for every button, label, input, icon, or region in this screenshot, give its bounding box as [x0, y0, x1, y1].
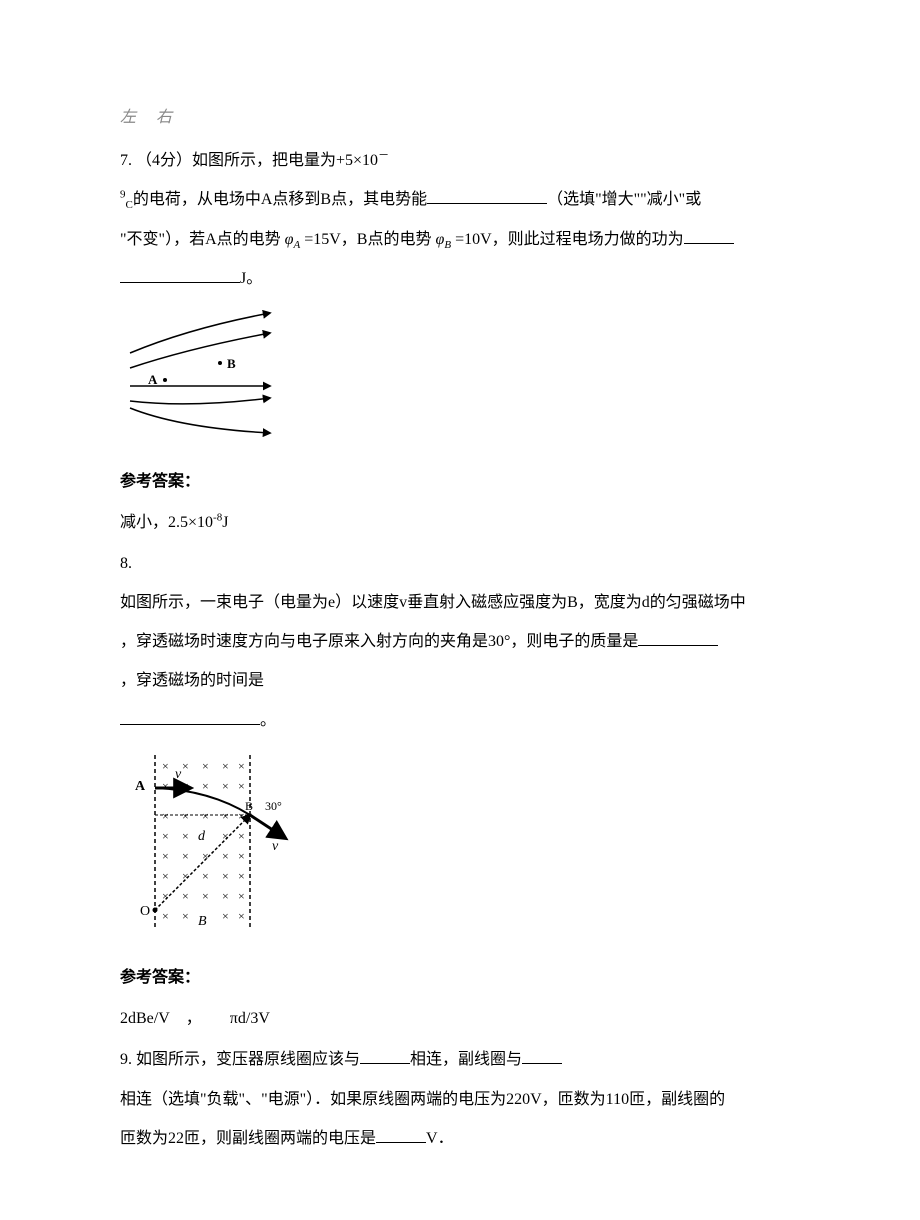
q7-answer: 减小，2.5×10-8J [120, 505, 800, 540]
q7-line2d: （选填"增大""减小"或 [547, 191, 701, 208]
q8-fig-label-o: O [140, 904, 150, 919]
q7-line4txt: J。 [240, 270, 262, 287]
q8-figure: × × × × × × × × × × × × × × × × × × × × × × × × × × × × × × × × × ×… [120, 750, 800, 948]
svg-text:×: × [202, 779, 209, 793]
svg-text:×: × [238, 869, 245, 883]
svg-text:×: × [182, 809, 189, 823]
q7-line2: 9C的电荷，从电场中A点移到B点，其电势能（选填"增大""减小"或 [120, 182, 800, 217]
q9-line3: 匝数为22匝，则副线圈两端的电压是 V． [120, 1121, 800, 1156]
q8-fig-label-v1: v [175, 767, 182, 782]
q7-figure: B A [120, 308, 800, 451]
q8-line3: ，穿透磁场的时间是 [120, 663, 800, 698]
svg-text:×: × [162, 889, 169, 903]
q8-answer2: πd/3V [230, 1010, 270, 1027]
svg-text:×: × [182, 759, 189, 773]
svg-text:×: × [222, 849, 229, 863]
svg-text:×: × [162, 809, 169, 823]
q8-num: 8. [120, 546, 800, 581]
q7-fig-label-b: B [227, 356, 236, 371]
q8-line2-text: ，穿透磁场时速度方向与电子原来入射方向的夹角是30°，则电子的质量是 [120, 633, 638, 650]
q8-fig-label-b2: B [198, 914, 207, 929]
svg-text:×: × [238, 909, 245, 923]
svg-text:×: × [238, 889, 245, 903]
q7-answer-sup: -8 [213, 511, 222, 523]
svg-text:×: × [202, 809, 209, 823]
q7-line3a: "不变"），若A点的电势 [120, 231, 285, 248]
svg-text:×: × [202, 869, 209, 883]
svg-text:×: × [182, 829, 189, 843]
q9-line1a: 9. 如图所示，变压器原线圈应该与 [120, 1051, 360, 1068]
q9-blank1 [360, 1045, 410, 1064]
q7-line2c: 的电荷，从电场中A点移到B点，其电势能 [133, 191, 427, 208]
q8-fig-label-v2: v [272, 839, 279, 854]
q8-fig-label-a: A [135, 779, 146, 794]
svg-text:×: × [238, 829, 245, 843]
svg-text:×: × [222, 759, 229, 773]
svg-text:×: × [202, 759, 209, 773]
q8-fig-label-b: B [245, 799, 253, 813]
svg-text:×: × [222, 869, 229, 883]
q7-answer-unit: J [222, 514, 228, 531]
q9-line3a: 匝数为22匝，则副线圈两端的电压是 [120, 1130, 376, 1147]
q7-num: 7. （4分）如图所示，把电量为+5×10 [120, 152, 378, 169]
svg-text:×: × [182, 849, 189, 863]
q7-phiB: φ [435, 231, 444, 248]
q9-blank2 [522, 1045, 562, 1064]
q7-line2b: C [126, 200, 133, 212]
svg-text:×: × [222, 809, 229, 823]
q7-line3c: =10V，则此过程电场力做的功为 [451, 231, 684, 248]
svg-text:×: × [222, 829, 229, 843]
svg-text:×: × [182, 869, 189, 883]
q7-blank3 [120, 264, 240, 283]
q7-fig-label-a: A [148, 372, 158, 387]
q8-fig-label-angle: 30° [265, 799, 282, 813]
q8-line1: 如图所示，一束电子（电量为e）以速度v垂直射入磁感应强度为B，宽度为d的匀强磁场… [120, 585, 800, 620]
svg-text:×: × [162, 779, 169, 793]
svg-text:×: × [162, 849, 169, 863]
q7-answer-label: 参考答案： [120, 464, 800, 499]
svg-text:×: × [202, 849, 209, 863]
q9-line3b: V． [426, 1130, 454, 1147]
q8-fig-label-d: d [198, 829, 206, 844]
svg-text:×: × [202, 889, 209, 903]
svg-text:×: × [182, 889, 189, 903]
q9-line1b: 相连，副线圈与 [410, 1051, 522, 1068]
q8-blank2 [120, 705, 260, 724]
svg-text:×: × [162, 829, 169, 843]
q7-line3b: =15V，B点的电势 [300, 231, 435, 248]
q9-blank3 [376, 1124, 426, 1143]
q7-answer-text: 减小，2.5×10 [120, 514, 213, 531]
svg-text:×: × [162, 759, 169, 773]
q7-line4: J。 [120, 261, 800, 296]
svg-text:×: × [162, 909, 169, 923]
svg-text:×: × [222, 779, 229, 793]
q7-sup1: － [378, 150, 389, 162]
svg-text:×: × [238, 759, 245, 773]
svg-text:×: × [238, 849, 245, 863]
q8-answer-sep: ， [186, 1010, 202, 1027]
q8-answer1: 2dBe/V [120, 1010, 170, 1027]
q8-answer-label: 参考答案： [120, 960, 800, 995]
svg-text:×: × [182, 909, 189, 923]
q7-line3: "不变"），若A点的电势 φA =15V，B点的电势 φB =10V，则此过程电… [120, 222, 800, 257]
q8-answer: 2dBe/V ， πd/3V [120, 1001, 800, 1036]
q9-line2: 相连（选填"负载"、"电源"）．如果原线圈两端的电压为220V，匝数为110匝，… [120, 1082, 800, 1117]
q7-blank1 [427, 185, 547, 204]
q7-line1: 7. （4分）如图所示，把电量为+5×10－ [120, 143, 800, 178]
svg-text:×: × [238, 779, 245, 793]
svg-text:×: × [222, 889, 229, 903]
header-text: 左 右 [120, 100, 800, 135]
svg-text:×: × [162, 869, 169, 883]
q8-line4-text: 。 [260, 712, 276, 729]
q8-blank1 [638, 627, 718, 646]
svg-text:×: × [222, 909, 229, 923]
q9-line1: 9. 如图所示，变压器原线圈应该与 相连，副线圈与 [120, 1042, 800, 1077]
q7-blank2 [684, 225, 734, 244]
q8-line2: ，穿透磁场时速度方向与电子原来入射方向的夹角是30°，则电子的质量是 [120, 624, 800, 659]
q8-line4: 。 [120, 703, 800, 738]
